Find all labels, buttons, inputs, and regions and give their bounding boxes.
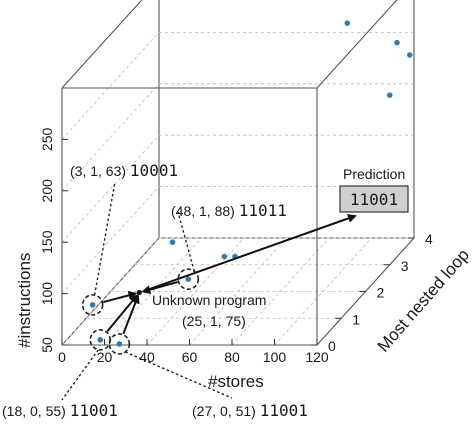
label-point-a2-coords: (48, 1, 88) bbox=[171, 203, 239, 219]
data-point bbox=[89, 302, 96, 308]
label-point-a1-coords: (3, 1, 63) bbox=[70, 163, 130, 179]
leader-line bbox=[61, 349, 99, 401]
data-point bbox=[344, 20, 351, 26]
prediction-title: Prediction bbox=[343, 166, 405, 182]
unknown-title: Unknown program bbox=[152, 292, 266, 308]
data-point bbox=[406, 52, 413, 58]
leader-line bbox=[177, 211, 195, 272]
z-tick-label: 250 bbox=[39, 128, 55, 152]
box-edge-front bbox=[316, 0, 398, 89]
data-point bbox=[394, 39, 400, 46]
prediction-arrow bbox=[145, 214, 357, 292]
label-point-a4-coords: (27, 0, 51) bbox=[192, 403, 260, 419]
grid-line bbox=[61, 186, 160, 294]
x-tick-label: 80 bbox=[224, 349, 240, 365]
x-tick-label: 120 bbox=[305, 349, 329, 365]
x-tick-label: 40 bbox=[139, 349, 155, 365]
z-tick-label: 100 bbox=[39, 282, 55, 306]
y-tick-label: 4 bbox=[425, 231, 433, 247]
tick-marks bbox=[61, 138, 414, 346]
label-point-a2: (48, 1, 88) 11011 bbox=[171, 201, 287, 220]
x-tick-label: 100 bbox=[263, 349, 287, 365]
leader-line bbox=[125, 351, 233, 399]
label-point-a2-code: 11011 bbox=[239, 201, 287, 220]
data-points bbox=[89, 20, 413, 347]
z-tick-label: 150 bbox=[39, 230, 55, 254]
z-axis-label: #instructions bbox=[15, 253, 34, 348]
z-tick-label: 50 bbox=[39, 337, 55, 353]
label-point-a3-code: 11001 bbox=[70, 401, 118, 420]
data-point bbox=[169, 239, 176, 245]
data-point bbox=[185, 276, 192, 282]
neighbor-ring bbox=[177, 268, 200, 290]
neighbor-arrow bbox=[122, 294, 140, 335]
z-tick-label: 200 bbox=[39, 179, 55, 203]
annotations: (3, 1, 63) 10001(48, 1, 88) 11011(18, 0,… bbox=[2, 161, 409, 420]
label-point-a3: (18, 0, 55) 11001 bbox=[2, 401, 118, 420]
y-tick-label: 3 bbox=[401, 258, 409, 274]
label-point-a3-coords: (18, 0, 55) bbox=[2, 403, 70, 419]
data-point bbox=[97, 337, 104, 343]
y-tick-label: 1 bbox=[352, 311, 360, 327]
data-point bbox=[116, 341, 123, 347]
unknown-point bbox=[136, 290, 142, 296]
grid-line bbox=[61, 83, 160, 192]
unknown-coords: (25, 1, 75) bbox=[182, 313, 246, 329]
neighbor-ring bbox=[108, 333, 131, 355]
leader-line bbox=[93, 181, 116, 296]
x-tick-label: 0 bbox=[58, 349, 66, 365]
grid-line bbox=[61, 32, 160, 140]
y-axis-label: Most nested loop bbox=[374, 245, 473, 355]
grid-line bbox=[61, 134, 160, 243]
data-point bbox=[386, 92, 393, 98]
prediction-code: 11001 bbox=[350, 190, 398, 209]
label-point-a4-code: 11001 bbox=[260, 401, 308, 420]
grid-line bbox=[61, 237, 160, 346]
label-point-a1-code: 10001 bbox=[130, 161, 178, 180]
y-tick-label: 2 bbox=[377, 285, 385, 301]
x-tick-label: 20 bbox=[97, 349, 113, 365]
x-axis-label: #stores bbox=[208, 372, 264, 391]
label-point-a4: (27, 0, 51) 11001 bbox=[192, 401, 308, 420]
box-edge-back bbox=[61, 0, 143, 89]
label-point-a1: (3, 1, 63) 10001 bbox=[70, 161, 178, 180]
prediction-box bbox=[339, 185, 409, 213]
data-point bbox=[221, 253, 228, 260]
neighbor-ring bbox=[81, 294, 104, 316]
x-tick-label: 60 bbox=[182, 349, 198, 365]
y-tick-label: 0 bbox=[328, 338, 336, 354]
